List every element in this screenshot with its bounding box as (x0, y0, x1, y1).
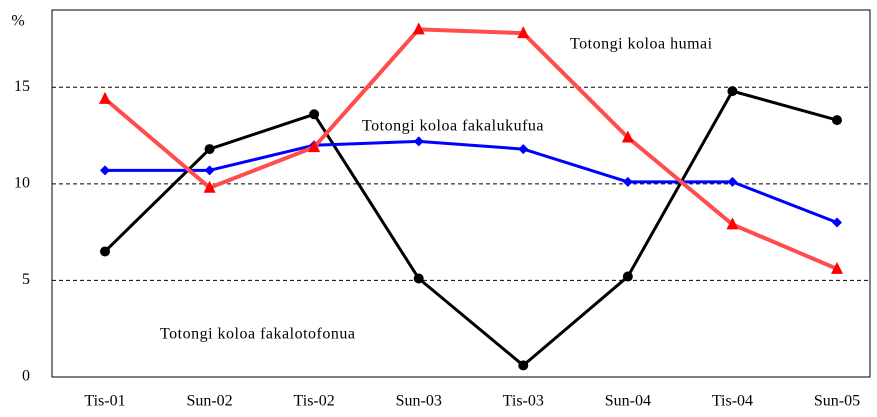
x-tick-label: Tis-01 (84, 393, 125, 410)
x-tick-label: Tis-02 (294, 393, 335, 410)
point (518, 360, 529, 371)
y-axis-label: % (11, 13, 24, 30)
x-tick-label: Sun-05 (814, 393, 860, 410)
series-line (105, 139, 838, 224)
series-line (103, 89, 838, 367)
point (517, 26, 530, 39)
y-tick-label: 10 (14, 175, 30, 192)
point (831, 261, 843, 274)
x-tick-label: Tis-04 (712, 393, 753, 410)
point (413, 273, 424, 284)
point (622, 271, 633, 282)
point (413, 136, 424, 147)
series-label: Totongi koloa fakalukufua (362, 118, 544, 135)
point (309, 109, 320, 120)
series-line (103, 27, 838, 271)
series-label: Totongi koloa humai (570, 36, 713, 53)
point (832, 115, 842, 126)
point (727, 86, 738, 97)
x-tick-label: Sun-02 (186, 393, 232, 410)
point (99, 91, 111, 104)
point (727, 176, 738, 187)
series-label: Totongi koloa fakalotofonua (160, 326, 355, 343)
point (203, 180, 216, 193)
point (622, 176, 633, 187)
y-tick-label: 5 (22, 271, 30, 288)
point (308, 140, 321, 153)
point (832, 217, 842, 228)
point (204, 144, 215, 155)
y-tick-label: 15 (14, 78, 30, 95)
plot-frame (51, 9, 871, 378)
point (412, 22, 425, 35)
point (100, 165, 110, 176)
point (726, 217, 739, 230)
point (204, 165, 215, 176)
y-tick-label: 0 (22, 368, 30, 385)
x-tick-label: Sun-04 (605, 393, 651, 410)
point (621, 130, 634, 143)
x-tick-label: Tis-03 (503, 393, 544, 410)
x-tick-label: Sun-03 (396, 393, 442, 410)
point (518, 144, 529, 155)
point (100, 246, 110, 257)
